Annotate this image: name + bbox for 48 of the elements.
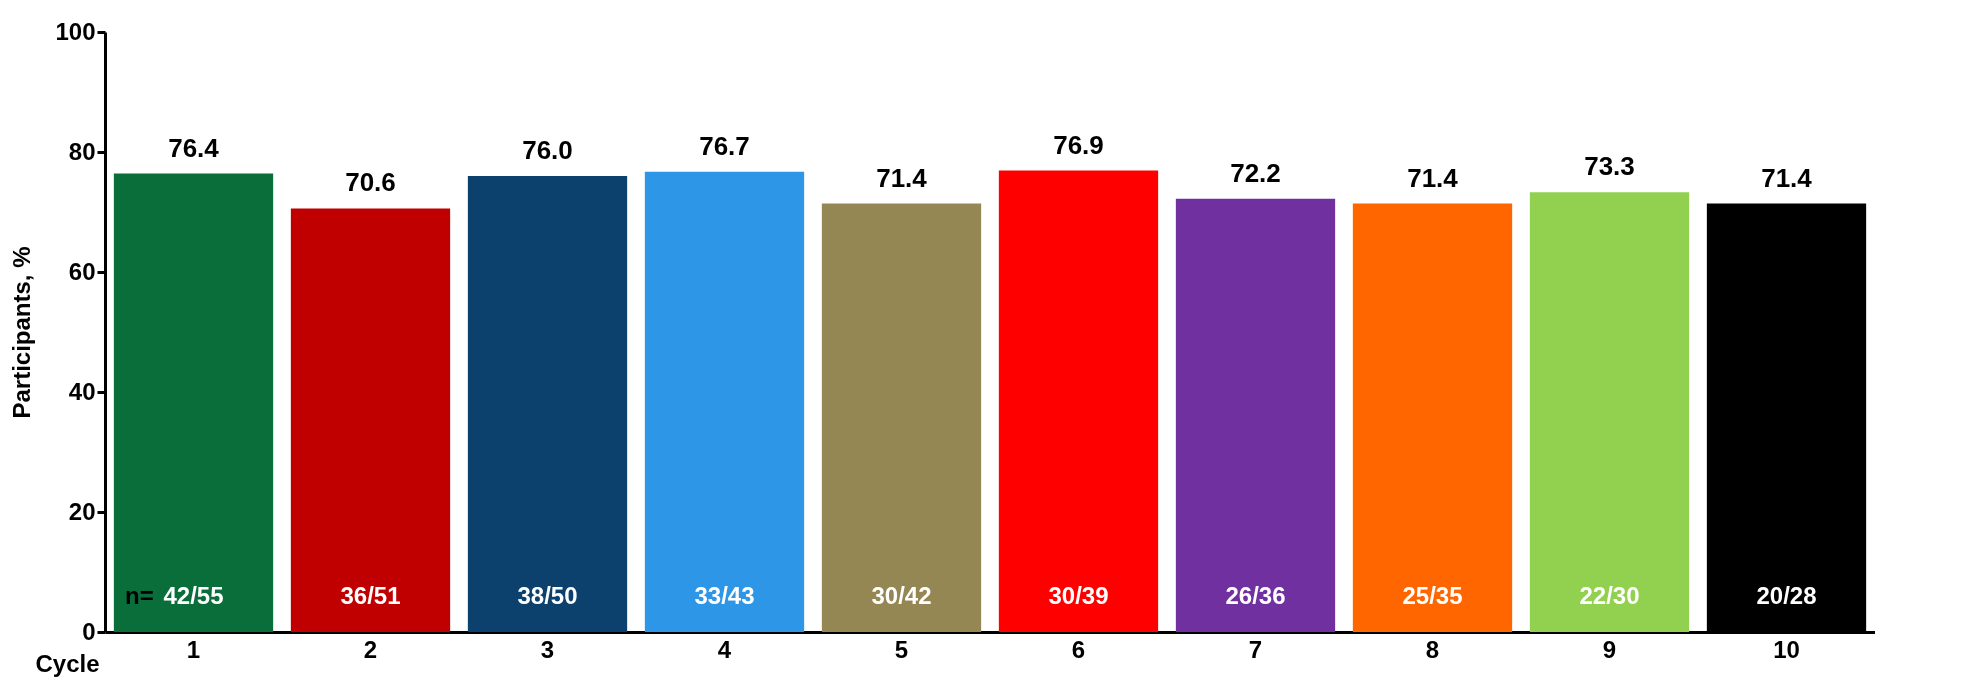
y-tick-label: 40	[68, 377, 96, 405]
annotation: 30/42	[871, 582, 932, 609]
data-label: 76.7	[699, 130, 750, 161]
x-tick-label: 1	[186, 635, 201, 663]
annotation: 25/35	[1402, 582, 1463, 609]
data-label: 72.2	[1230, 157, 1281, 188]
data-label: 71.4	[1761, 162, 1813, 193]
x-tick-label: 8	[1425, 635, 1440, 663]
y-tick-label: 20	[68, 497, 96, 525]
data-label: 70.6	[345, 167, 396, 198]
y-tick-label: 0	[82, 617, 96, 645]
x-tick-label: 10	[1773, 635, 1800, 663]
y-tick-label: 100	[55, 17, 96, 45]
data-label: 73.3	[1584, 151, 1635, 182]
bar	[821, 203, 982, 632]
bar	[1352, 203, 1513, 632]
y-tick-label: 60	[68, 257, 96, 285]
annotation: n=	[125, 582, 154, 609]
data-label: 71.4	[1407, 162, 1459, 193]
data-label: 76.9	[1053, 129, 1104, 160]
annotation: 36/51	[340, 582, 401, 609]
annotation: 30/39	[1048, 582, 1109, 609]
x-tick-label: 5	[894, 635, 909, 663]
bar	[113, 173, 274, 632]
data-label: 71.4	[876, 162, 928, 193]
annotation: 26/36	[1225, 582, 1286, 609]
data-label: 76.4	[168, 132, 220, 163]
x-axis-title: Cycle	[35, 649, 100, 677]
bar	[467, 176, 628, 632]
x-tick-label: 2	[363, 635, 378, 663]
bar	[290, 208, 451, 632]
x-tick-label: 6	[1071, 635, 1086, 663]
bar	[998, 170, 1159, 632]
bar	[1175, 198, 1336, 632]
bar	[644, 171, 805, 632]
bar	[1529, 192, 1690, 632]
annotation: 20/28	[1756, 582, 1817, 609]
annotation: 22/30	[1579, 582, 1640, 609]
data-label: 76.0	[522, 135, 573, 165]
y-tick-label: 80	[68, 137, 96, 165]
annotation: 42/55	[163, 582, 224, 609]
x-tick-label: 7	[1248, 635, 1263, 663]
annotation: 33/43	[694, 582, 755, 609]
x-tick-label: 3	[540, 635, 555, 663]
x-tick-label: 4	[717, 635, 732, 663]
y-axis-title: Participants, %	[8, 246, 36, 419]
annotation: 38/50	[517, 582, 578, 609]
x-tick-label: 9	[1602, 635, 1617, 663]
